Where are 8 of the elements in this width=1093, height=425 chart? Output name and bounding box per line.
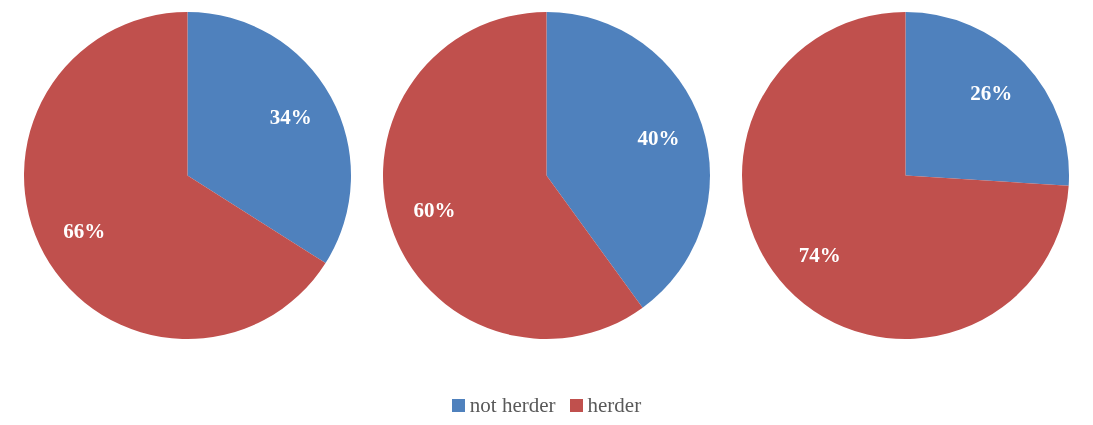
legend-label: not herder [469, 393, 556, 418]
legend-label: herder [587, 393, 642, 418]
data-label: 40% [637, 125, 680, 150]
data-label: 34% [269, 105, 312, 130]
data-label: 60% [413, 198, 456, 223]
data-label: 66% [63, 218, 106, 243]
data-label: 74% [798, 242, 841, 267]
data-label: 26% [970, 81, 1013, 106]
